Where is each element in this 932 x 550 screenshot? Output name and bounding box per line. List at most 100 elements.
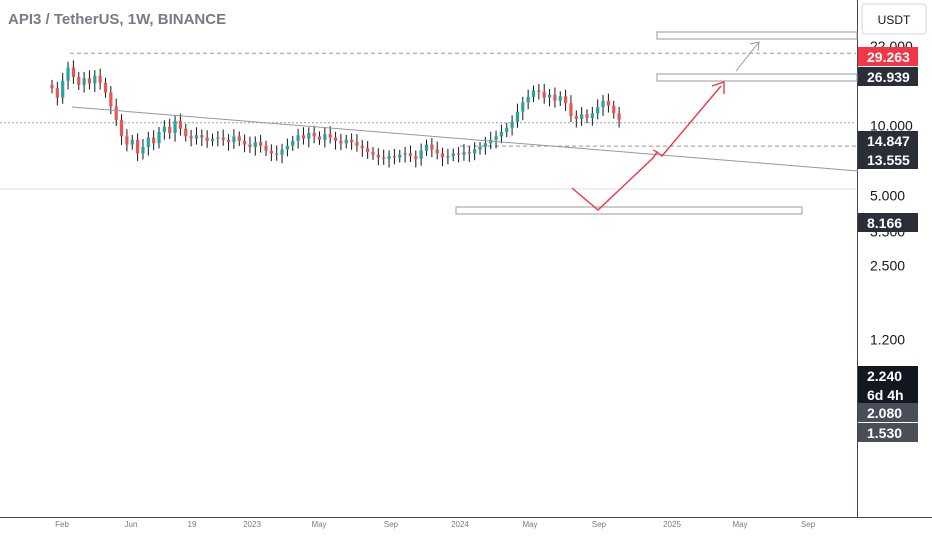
candle-body: [505, 127, 509, 132]
price-tick-label: 1.200: [870, 332, 905, 348]
candle: [478, 142, 482, 155]
candle: [606, 93, 610, 113]
price-axis-tags: 29.263 26.939 14.847 13.555 8.166 2.240 6d 4h 2…: [858, 47, 918, 442]
candle-body: [189, 136, 193, 139]
price-tick-label: 5.000: [870, 188, 905, 204]
candle: [537, 83, 541, 100]
time-tick-label: Sep: [801, 520, 816, 529]
target-zone-lower: [656, 73, 858, 82]
time-tick-label: Sep: [384, 520, 399, 529]
price-tag-box: [858, 403, 918, 422]
candle: [505, 122, 509, 138]
candle-body: [210, 138, 215, 141]
candle-body: [275, 153, 279, 155]
candle-body: [178, 120, 182, 129]
time-tick-label: 19: [188, 520, 197, 529]
candle: [168, 118, 172, 140]
candle: [259, 134, 263, 153]
candle-body: [467, 152, 471, 154]
candle: [360, 140, 364, 157]
candle-body: [237, 136, 241, 141]
candle: [580, 107, 584, 126]
candle: [387, 150, 391, 168]
candle: [114, 98, 118, 126]
candle-body: [499, 131, 503, 137]
candle: [269, 144, 273, 162]
candle-body: [232, 136, 236, 143]
time-tick-label: 2023: [243, 520, 261, 529]
candle: [564, 89, 568, 111]
candle: [87, 70, 92, 90]
price-tag-label: 2.080: [867, 405, 902, 421]
candle: [355, 134, 359, 152]
candle: [419, 143, 423, 166]
candle-body: [382, 157, 386, 159]
candle: [194, 127, 199, 145]
candle-body: [473, 149, 477, 154]
candle: [264, 140, 268, 156]
candle-body: [200, 135, 204, 138]
price-axis-panel: [858, 0, 932, 550]
candle-body: [403, 153, 407, 155]
time-tick-label: 2025: [663, 520, 681, 529]
candle: [596, 99, 600, 120]
candle-body: [194, 135, 199, 139]
candle: [146, 131, 150, 156]
candle: [141, 139, 145, 160]
candle: [371, 147, 375, 160]
candle-body: [243, 140, 247, 145]
candle-body: [521, 102, 525, 112]
candle: [328, 126, 332, 144]
candle-body: [344, 139, 348, 144]
candle-body: [184, 128, 188, 137]
candle-body: [355, 142, 359, 146]
candle-body: [446, 156, 450, 158]
candle: [494, 130, 498, 149]
projection-path: [571, 85, 722, 211]
candle-body: [462, 152, 466, 155]
candle-body: [430, 144, 434, 150]
candle: [210, 133, 215, 147]
drawings-layer[interactable]: [71, 31, 859, 215]
candle-body: [216, 137, 220, 139]
time-tick-label: May: [522, 520, 537, 529]
candle-body: [103, 82, 108, 93]
candle-body: [419, 150, 423, 159]
price-tag-label: 29.263: [867, 49, 910, 65]
price-tag: 13.555: [858, 150, 918, 169]
candle: [467, 146, 471, 163]
candle-body: [66, 67, 70, 81]
time-tick-label: May: [732, 520, 747, 529]
price-tag-box: [858, 385, 918, 404]
candle-body: [537, 90, 541, 92]
candle-body: [77, 77, 81, 85]
price-tag-label: 1.530: [867, 425, 902, 441]
candle-body: [333, 137, 338, 141]
price-tag-label: 2.240: [867, 368, 902, 384]
candle: [98, 68, 102, 90]
candle-body: [457, 153, 461, 155]
candle: [403, 146, 407, 163]
candle: [612, 100, 616, 119]
candle-body: [398, 154, 402, 158]
candle-body: [440, 153, 445, 158]
candle: [307, 127, 311, 148]
currency-button[interactable]: USDT: [861, 3, 927, 35]
price-tag: 8.166: [858, 213, 918, 232]
candle: [590, 106, 594, 126]
candle: [435, 141, 439, 160]
candle: [125, 129, 129, 152]
candle-body: [317, 136, 322, 140]
price-tick-label: 2.500: [870, 258, 905, 274]
candle: [275, 145, 279, 161]
candle: [601, 95, 605, 116]
candle-body: [162, 126, 166, 132]
candle-body: [526, 96, 530, 103]
candle-body: [323, 134, 327, 140]
candle: [392, 148, 396, 165]
candle: [430, 138, 434, 158]
candle: [376, 148, 380, 166]
candle: [237, 131, 241, 147]
time-tick-label: 2024: [451, 520, 469, 529]
